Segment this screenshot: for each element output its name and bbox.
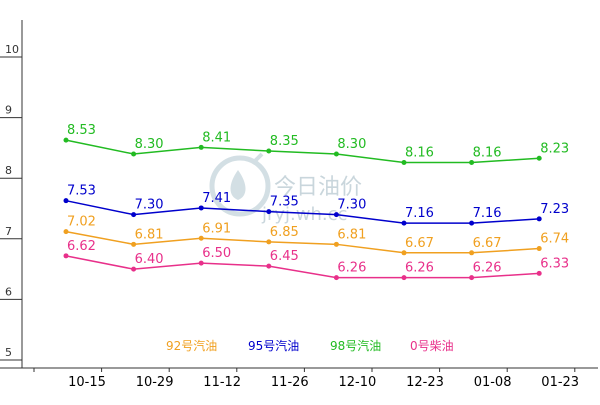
data-point — [333, 212, 339, 218]
y-tick-label: 5 — [5, 346, 12, 359]
data-label: 7.35 — [270, 195, 299, 210]
data-point — [63, 253, 69, 259]
data-label: 6.26 — [337, 261, 366, 276]
data-label: 6.81 — [337, 227, 366, 242]
series-line — [65, 230, 540, 254]
data-label: 8.16 — [405, 146, 434, 161]
data-point — [131, 151, 137, 157]
data-point — [198, 205, 204, 211]
data-point — [63, 137, 69, 143]
data-label: 6.67 — [473, 236, 502, 251]
data-point — [401, 220, 407, 226]
y-tick-label: 10 — [5, 43, 19, 56]
data-point — [266, 209, 272, 215]
data-label: 6.85 — [270, 225, 299, 240]
axes: 5 6 7 8 9 10 10-15 10-29 11-12 11-26 12-10 12-23 01-… — [0, 20, 598, 390]
data-point — [536, 270, 542, 276]
data-point — [401, 275, 407, 281]
data-point — [401, 160, 407, 166]
data-point — [266, 263, 272, 269]
data-label: 8.16 — [473, 146, 502, 161]
data-label: 6.74 — [540, 232, 569, 247]
y-tick-label: 7 — [5, 225, 12, 238]
data-point — [198, 235, 204, 241]
data-point — [63, 229, 69, 235]
series-line — [65, 139, 540, 164]
data-label: 6.81 — [135, 227, 164, 242]
y-tick-label: 6 — [5, 285, 12, 298]
legend-item: 92号汽油 — [166, 338, 217, 353]
data-label: 6.50 — [202, 246, 231, 261]
data-point — [198, 260, 204, 266]
x-tick-label: 12-10 — [339, 375, 377, 390]
data-label: 7.16 — [405, 206, 434, 221]
x-tick-label: 11-26 — [271, 375, 309, 390]
data-point — [333, 241, 339, 247]
data-point — [469, 275, 475, 281]
x-tick-label: 10-29 — [136, 375, 174, 390]
data-label: 6.33 — [540, 256, 569, 271]
data-label: 8.53 — [67, 123, 96, 138]
data-label: 8.23 — [540, 141, 569, 156]
data-label: 6.45 — [270, 249, 299, 264]
series-layer — [63, 137, 542, 281]
data-labels: 8.53 8.30 8.41 8.35 8.30 8.16 8.16 8.23 7.53 7.30… — [67, 123, 569, 276]
data-label: 7.30 — [337, 198, 366, 213]
data-point — [469, 250, 475, 256]
series-line — [65, 255, 540, 279]
data-label: 7.23 — [540, 202, 569, 217]
data-label: 7.16 — [473, 206, 502, 221]
data-point — [469, 220, 475, 226]
data-label: 7.53 — [67, 184, 96, 199]
data-point — [401, 250, 407, 256]
data-label: 6.91 — [202, 221, 231, 236]
data-point — [131, 241, 137, 247]
x-tick-label: 01-23 — [541, 375, 579, 390]
x-tick-label: 10-15 — [68, 375, 106, 390]
data-label: 6.26 — [405, 261, 434, 276]
legend: 92号汽油 95号汽油 98号汽油 0号柴油 — [166, 338, 454, 353]
data-label: 8.30 — [135, 137, 164, 152]
watermark-logo-icon — [209, 152, 271, 217]
data-label: 7.41 — [202, 191, 231, 206]
data-label: 6.62 — [67, 239, 96, 254]
watermark: 今日油价 jryj.wh.cc — [209, 152, 362, 225]
series-line — [65, 199, 540, 224]
data-point — [333, 151, 339, 157]
data-point — [469, 160, 475, 166]
data-point — [536, 155, 542, 161]
data-point — [63, 198, 69, 204]
data-label: 7.30 — [135, 198, 164, 213]
data-point — [333, 275, 339, 281]
data-point — [131, 266, 137, 272]
watermark-domain: jryj.wh.cc — [261, 204, 347, 225]
y-tick-label: 8 — [5, 164, 12, 177]
data-point — [536, 216, 542, 222]
data-point — [198, 144, 204, 150]
x-tick-label: 01-08 — [474, 375, 512, 390]
x-tick-label: 12-23 — [406, 375, 444, 390]
data-label: 6.26 — [473, 261, 502, 276]
data-point — [266, 148, 272, 154]
data-label: 8.30 — [337, 137, 366, 152]
data-point — [266, 239, 272, 245]
data-label: 8.41 — [202, 130, 231, 145]
legend-item: 0号柴油 — [410, 339, 454, 353]
y-tick-label: 9 — [5, 104, 12, 117]
data-point — [131, 212, 137, 218]
data-label: 8.35 — [270, 134, 299, 149]
legend-item: 98号汽油 — [330, 338, 381, 353]
x-tick-label: 11-12 — [203, 375, 241, 390]
data-point — [536, 246, 542, 252]
watermark-brand: 今日油价 — [274, 175, 362, 200]
data-label: 6.40 — [135, 252, 164, 267]
data-label: 6.67 — [405, 236, 434, 251]
data-label: 7.02 — [67, 215, 96, 230]
legend-item: 95号汽油 — [248, 338, 299, 353]
